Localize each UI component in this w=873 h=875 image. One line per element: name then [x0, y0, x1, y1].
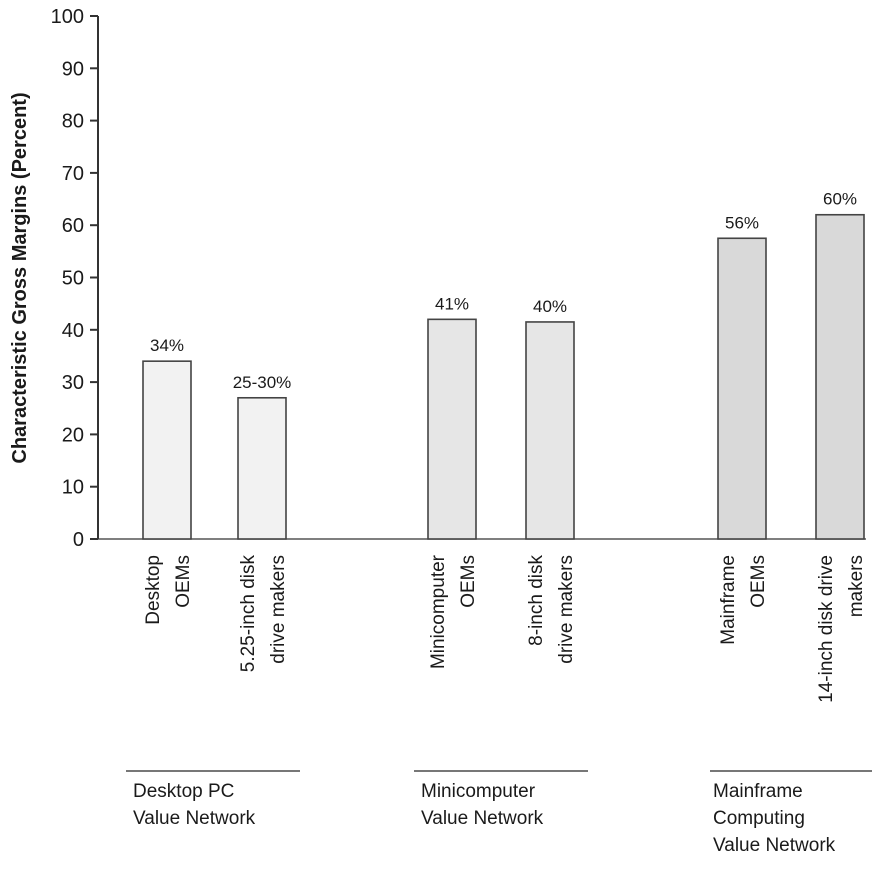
bar: [237, 396, 287, 540]
bar: [525, 321, 575, 540]
y-tick-label: 50: [62, 268, 84, 290]
group-label-line: Computing: [713, 808, 805, 829]
group-rule: [126, 770, 300, 772]
bar-category-label: Mainframe OEMs: [718, 555, 769, 645]
y-tick-label: 20: [62, 424, 84, 446]
bar: [427, 318, 477, 540]
y-tick-label: 0: [73, 529, 84, 551]
bar-data-label: 60%: [823, 190, 857, 209]
y-tick-label: 80: [62, 111, 84, 133]
group-rule: [414, 770, 588, 772]
y-tick-label: 10: [62, 477, 84, 499]
group-label-line: Value Network: [713, 835, 836, 856]
category-label-line: OEMs: [458, 555, 479, 608]
group-rule: [710, 770, 872, 772]
bar-data-label: 41%: [435, 294, 469, 313]
bar-data-label: 34%: [150, 336, 184, 355]
category-label-line: Desktop: [143, 555, 164, 625]
group-label: Desktop PC Value Network: [133, 778, 255, 832]
y-tick-label: 100: [51, 6, 84, 28]
category-label-line: OEMs: [173, 555, 194, 608]
bar-data-label: 25-30%: [233, 373, 292, 392]
y-tick-label: 60: [62, 215, 84, 237]
bar-category-label: Desktop OEMs: [143, 555, 194, 625]
group-label: Minicomputer Value Network: [421, 778, 543, 832]
category-label-line: drive makers: [268, 555, 289, 664]
bar-category-label: Minicomputer OEMs: [428, 554, 479, 669]
group-label-line: Value Network: [421, 808, 544, 829]
y-tick-label: 40: [62, 320, 84, 342]
y-axis-title: Characteristic Gross Margins (Percent): [9, 92, 31, 463]
category-label-line: Mainframe: [718, 555, 739, 645]
bar-data-label: 40%: [533, 297, 567, 316]
axes: 0 10 20 30 40 50 60 70 80 90 100: [51, 6, 866, 551]
y-tick-label: 30: [62, 372, 84, 394]
y-tick-label: 70: [62, 163, 84, 185]
category-label-line: OEMs: [748, 555, 769, 608]
category-label-line: 8-inch disk: [526, 555, 547, 646]
group-label-line: Value Network: [133, 808, 256, 829]
group-label-line: Minicomputer: [421, 781, 536, 802]
bar-data-label: 56%: [725, 213, 759, 232]
labels: 34% Desktop OEMs 25-30% 5.25-inch disk drive …: [143, 190, 867, 703]
category-label-line: makers: [846, 555, 867, 617]
bar: [142, 360, 192, 540]
bar-category-label: 8-inch disk drive makers: [526, 555, 577, 664]
bar: [815, 213, 865, 540]
bars: [142, 213, 865, 540]
group-label-line: Desktop PC: [133, 781, 235, 802]
bar: [717, 237, 767, 540]
category-label-line: Minicomputer: [428, 554, 449, 669]
category-label-line: 14-inch disk drive: [816, 555, 837, 703]
group-label-line: Mainframe: [713, 781, 803, 802]
group-label: Mainframe Computing Value Network: [713, 778, 835, 859]
bar-category-label: 14-inch disk drive makers: [816, 555, 867, 703]
category-label-line: drive makers: [556, 555, 577, 664]
y-tick-label: 90: [62, 58, 84, 80]
bar-category-label: 5.25-inch disk drive makers: [238, 555, 289, 673]
category-label-line: 5.25-inch disk: [238, 555, 259, 673]
